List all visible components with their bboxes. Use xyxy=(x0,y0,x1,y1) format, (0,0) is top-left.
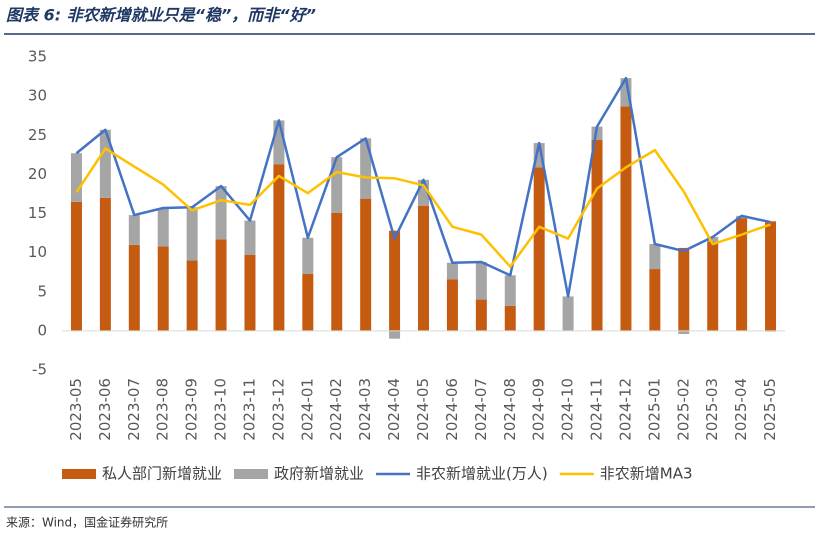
bar xyxy=(302,273,314,331)
bar xyxy=(475,299,487,331)
bar xyxy=(678,330,690,335)
bar xyxy=(765,221,777,331)
bar xyxy=(99,197,111,331)
x-tick-label: 2024-06 xyxy=(443,378,461,441)
y-tick-label: 30 xyxy=(28,87,47,105)
x-tick-label: 2025-04 xyxy=(732,378,750,441)
y-tick-label: 15 xyxy=(28,204,47,222)
x-tick-label: 2023-08 xyxy=(154,378,172,441)
x-tick-label: 2023-07 xyxy=(125,378,143,441)
x-tick-label: 2023-05 xyxy=(67,378,85,441)
bar xyxy=(620,78,632,107)
y-tick-label: 25 xyxy=(28,126,47,144)
x-tick-label: 2023-11 xyxy=(240,378,258,441)
y-tick-label: 0 xyxy=(37,321,47,339)
y-tick-label: 20 xyxy=(28,165,47,183)
bar xyxy=(273,120,285,165)
line xyxy=(75,76,771,298)
x-tick-label: 2023-10 xyxy=(212,378,230,441)
bar xyxy=(504,275,516,306)
bar xyxy=(649,244,661,270)
bar xyxy=(128,215,140,245)
chart-title: 图表 6: 非农新增就业只是“稳”，而非“好” xyxy=(6,6,316,25)
bar xyxy=(157,246,169,331)
bar xyxy=(70,153,82,202)
bar xyxy=(244,254,256,331)
x-tick-label: 2024-05 xyxy=(414,378,432,441)
x-tick-label: 2025-03 xyxy=(703,378,721,441)
bar xyxy=(215,186,227,240)
bar xyxy=(389,330,401,339)
bar xyxy=(70,201,82,331)
bar xyxy=(215,239,227,331)
x-tick-label: 2024-03 xyxy=(356,378,374,441)
bar xyxy=(418,179,429,206)
bar xyxy=(649,269,661,331)
x-tick-label: 2024-01 xyxy=(298,378,316,441)
bar xyxy=(186,260,198,331)
bar xyxy=(736,218,748,331)
y-tick-label: -5 xyxy=(32,361,47,379)
bar xyxy=(533,143,545,168)
y-tick-label: 5 xyxy=(37,282,47,300)
bar xyxy=(273,164,285,331)
bar xyxy=(244,220,256,255)
bar xyxy=(446,262,458,280)
legend-label: 私人部门新增就业 xyxy=(102,465,222,483)
x-tick-label: 2025-01 xyxy=(645,378,663,441)
x-tick-label: 2025-02 xyxy=(674,378,692,441)
bar xyxy=(389,230,401,331)
x-tick-label: 2025-05 xyxy=(761,378,779,441)
bar xyxy=(99,129,111,198)
x-tick-label: 2024-11 xyxy=(588,378,606,441)
bar xyxy=(418,205,429,331)
legend-label: 政府新增就业 xyxy=(274,465,364,483)
x-tick-label: 2024-02 xyxy=(327,378,345,441)
source: 来源：Wind，国金证券研究所 xyxy=(6,515,168,530)
legend-swatch xyxy=(234,469,269,479)
bar xyxy=(562,296,574,331)
bar xyxy=(302,237,314,274)
bar xyxy=(128,244,140,331)
x-tick-label: 2024-12 xyxy=(616,378,634,441)
bar xyxy=(331,157,343,213)
x-tick-label: 2023-06 xyxy=(96,378,114,441)
x-tick-label: 2024-07 xyxy=(472,378,490,441)
x-tick-label: 2024-09 xyxy=(530,378,548,441)
bar xyxy=(533,167,545,331)
x-tick-label: 2024-04 xyxy=(385,378,403,441)
bar xyxy=(591,139,603,331)
bar xyxy=(678,247,690,331)
x-tick-label: 2023-12 xyxy=(269,378,287,441)
bar xyxy=(475,262,487,300)
bar xyxy=(707,236,719,242)
bar xyxy=(360,138,372,199)
bar xyxy=(186,207,198,261)
legend-label: 非农新增MA3 xyxy=(600,465,693,483)
x-tick-label: 2024-08 xyxy=(501,378,519,441)
bar xyxy=(504,305,516,331)
bar xyxy=(360,198,372,331)
bar xyxy=(331,212,343,331)
y-tick-label: 35 xyxy=(28,48,47,66)
line xyxy=(75,147,771,268)
legend-label: 非农新增就业(万人) xyxy=(416,465,548,483)
bar xyxy=(446,279,458,331)
y-tick-label: 10 xyxy=(28,243,47,261)
bar xyxy=(157,208,169,247)
x-tick-label: 2023-09 xyxy=(183,378,201,441)
bar xyxy=(707,241,719,331)
legend-swatch xyxy=(62,469,96,479)
bar xyxy=(620,106,632,331)
x-tick-label: 2024-10 xyxy=(559,378,577,441)
